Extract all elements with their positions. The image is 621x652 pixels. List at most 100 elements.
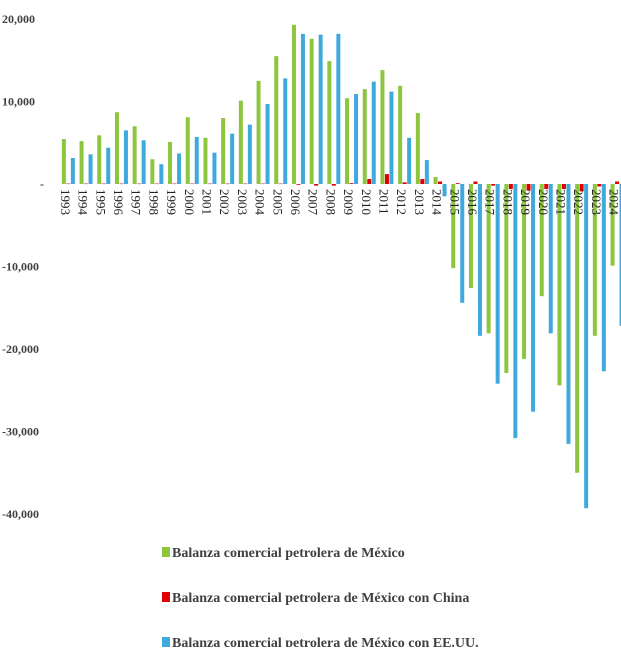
- x-tick-label: 2015: [447, 189, 462, 215]
- bar: [433, 176, 438, 184]
- bar: [380, 70, 385, 184]
- x-tick-label: 2004: [253, 189, 268, 216]
- bar: [278, 183, 283, 185]
- bar: [354, 94, 359, 184]
- y-tick-label: -40,000: [2, 507, 39, 521]
- y-tick-label: -10,000: [2, 260, 39, 274]
- bar: [274, 56, 279, 184]
- bar: [539, 184, 544, 297]
- x-tick-label: 2006: [288, 189, 303, 216]
- bar: [261, 183, 266, 185]
- x-tick-label: 2021: [553, 189, 568, 215]
- bar: [522, 184, 527, 359]
- legend-swatch: [162, 592, 170, 602]
- x-tick-label: 2024: [607, 189, 621, 216]
- bar: [473, 181, 478, 184]
- bar: [477, 184, 482, 336]
- x-tick-label: 1996: [111, 189, 126, 216]
- bar: [597, 184, 602, 187]
- bar: [225, 183, 230, 185]
- bar: [150, 159, 155, 184]
- bar: [415, 113, 420, 184]
- bar: [486, 184, 491, 334]
- bar: [402, 182, 407, 184]
- bar: [336, 33, 341, 184]
- bar: [185, 117, 190, 184]
- bar: [314, 184, 319, 186]
- bar: [212, 152, 217, 184]
- x-tick-label: 1999: [164, 189, 179, 215]
- bar: [544, 184, 549, 189]
- bar: [584, 184, 589, 509]
- x-tick-label: 2003: [235, 189, 250, 215]
- bar: [451, 184, 456, 269]
- bar: [172, 183, 177, 185]
- bar: [84, 183, 89, 185]
- x-tick-label: 2002: [217, 189, 232, 215]
- bar: [137, 183, 142, 185]
- bar: [619, 184, 621, 326]
- bar: [221, 118, 226, 184]
- bar: [265, 103, 270, 184]
- bar: [592, 184, 597, 336]
- bar: [371, 81, 376, 184]
- bar: [557, 184, 562, 386]
- bar: [247, 124, 252, 184]
- x-tick-label: 2017: [483, 189, 498, 216]
- bar: [291, 24, 296, 185]
- y-tick-label: 10,000: [2, 95, 35, 109]
- bar: [468, 184, 473, 288]
- bar: [601, 184, 606, 372]
- x-tick-label: 2005: [270, 189, 285, 215]
- bar: [349, 183, 354, 184]
- bar: [548, 184, 553, 334]
- y-tick-label: -30,000: [2, 425, 39, 439]
- bar: [256, 80, 261, 184]
- bar: [309, 38, 314, 184]
- bar: [194, 136, 199, 184]
- x-tick-label: 2012: [394, 189, 409, 215]
- y-tick-label: -20,000: [2, 342, 39, 356]
- bar: [123, 130, 128, 184]
- bar: [177, 153, 182, 184]
- bar: [526, 184, 531, 191]
- bar: [575, 184, 580, 473]
- x-tick-label: 1994: [76, 189, 91, 216]
- bar: [203, 137, 208, 184]
- bar: [243, 183, 248, 185]
- bar: [362, 89, 367, 184]
- bar: [300, 33, 305, 184]
- bar: [141, 140, 146, 184]
- bar: [101, 183, 106, 185]
- legend-label: Balanza comercial petrolera de México: [172, 546, 405, 561]
- bar: [238, 100, 243, 184]
- x-tick-label: 2008: [323, 189, 338, 215]
- bar: [318, 34, 323, 184]
- bar: [159, 164, 164, 184]
- bar: [531, 184, 536, 412]
- bar: [561, 184, 566, 189]
- bar: [230, 133, 235, 184]
- x-tick-label: 2001: [199, 189, 214, 215]
- legend-label: Balanza comercial petrolera de México co…: [172, 591, 469, 606]
- x-tick-label: 2007: [306, 189, 321, 216]
- y-tick-label: 20,000: [2, 12, 35, 26]
- bar: [70, 158, 75, 184]
- bar: [367, 179, 372, 184]
- x-tick-label: 2016: [465, 189, 480, 216]
- bar: [460, 184, 465, 303]
- bar: [66, 183, 71, 185]
- bar: [384, 174, 389, 184]
- bar: [207, 183, 212, 185]
- x-tick-label: 2023: [589, 189, 604, 215]
- bar: [88, 154, 93, 184]
- bar: [132, 126, 137, 184]
- legend-swatch: [162, 637, 170, 647]
- bar: [296, 184, 301, 185]
- bar: [420, 179, 425, 184]
- x-tick-label: 2022: [571, 189, 586, 215]
- bar: [615, 181, 620, 184]
- x-tick-label: 2019: [518, 189, 533, 215]
- bar: [504, 184, 509, 373]
